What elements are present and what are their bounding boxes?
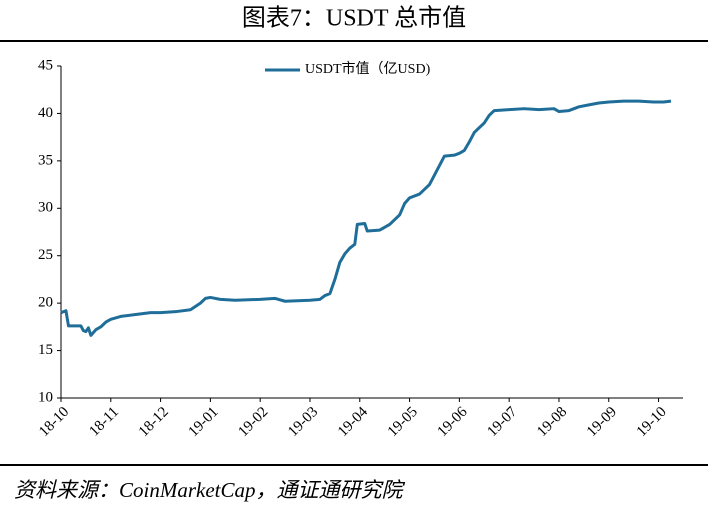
x-tick-label: 19-06 xyxy=(435,404,471,440)
x-tick-label: 19-04 xyxy=(335,404,371,440)
x-tick-label: 19-02 xyxy=(235,404,271,440)
x-tick-label: 19-09 xyxy=(584,404,620,440)
y-tick-label: 30 xyxy=(38,200,53,216)
y-tick-label: 40 xyxy=(38,105,53,121)
chart-title: 图表7：USDT 总市值 xyxy=(242,5,466,32)
y-tick-label: 10 xyxy=(38,389,53,405)
x-tick-label: 18-12 xyxy=(136,404,172,440)
legend-label: USDT市值（亿USD) xyxy=(305,60,431,77)
x-tick-label: 19-08 xyxy=(534,404,570,440)
y-tick-label: 35 xyxy=(38,152,53,168)
x-tick-label: 19-03 xyxy=(285,404,321,440)
y-tick-label: 45 xyxy=(38,57,53,73)
x-tick-label: 19-07 xyxy=(484,404,520,440)
y-tick-label: 20 xyxy=(38,295,53,311)
y-tick-label: 25 xyxy=(38,247,53,263)
x-tick-label: 19-05 xyxy=(385,404,421,440)
x-tick-label: 18-11 xyxy=(86,404,122,440)
x-tick-label: 19-01 xyxy=(186,404,222,440)
series-line xyxy=(60,99,672,337)
x-tick-label: 18-10 xyxy=(36,404,72,440)
x-tick-label: 19-10 xyxy=(634,404,670,440)
y-tick-label: 15 xyxy=(38,342,53,358)
source-note: 资料来源：CoinMarketCap，通证通研究院 xyxy=(14,478,405,502)
